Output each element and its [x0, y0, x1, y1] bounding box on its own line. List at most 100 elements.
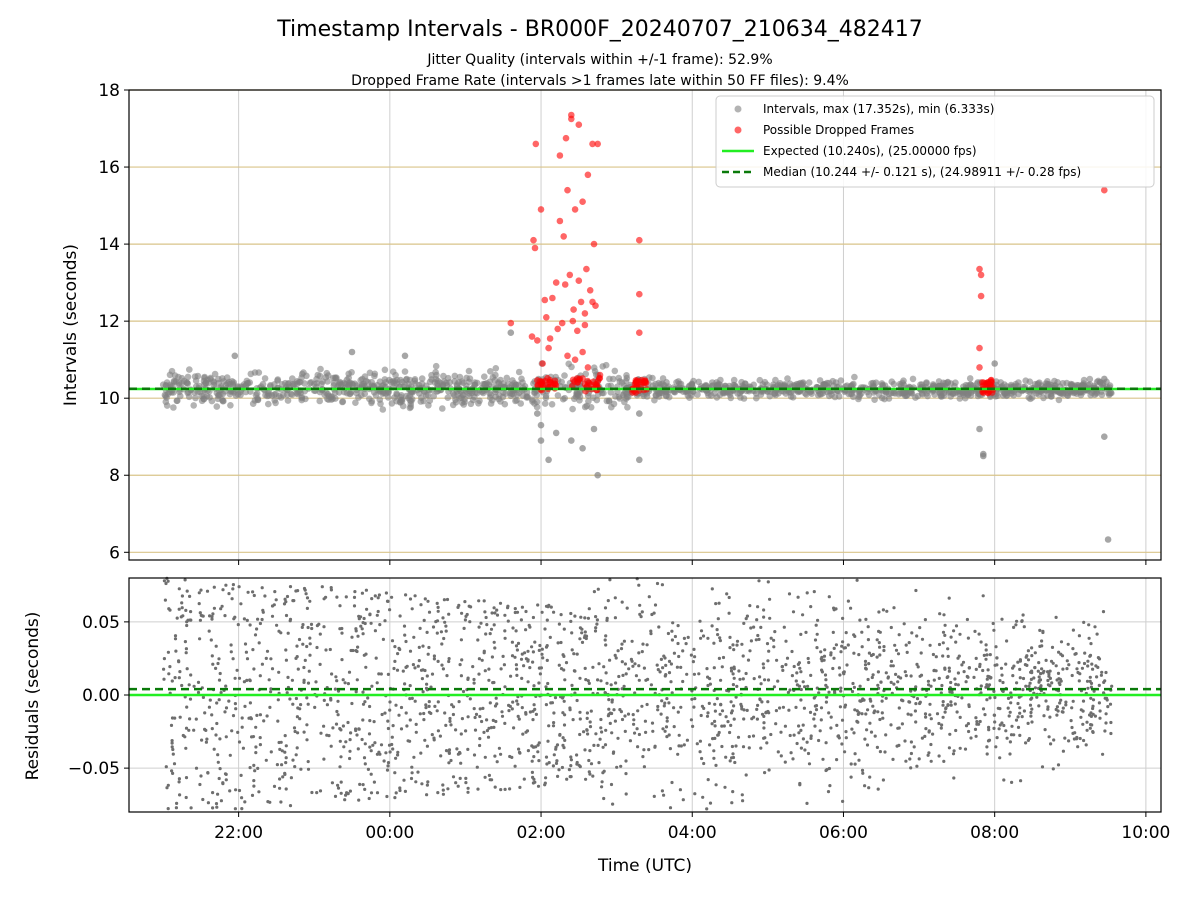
residual-point [886, 676, 890, 680]
residual-point [923, 618, 928, 622]
residual-point [368, 745, 372, 749]
residual-point [741, 677, 745, 681]
dropped-frame-point [569, 317, 577, 325]
interval-point [825, 392, 833, 400]
interval-point [183, 379, 190, 386]
residual-point [659, 712, 663, 716]
residual-point [569, 764, 573, 768]
residual-point [366, 696, 370, 700]
residual-point [174, 649, 178, 653]
residual-point [210, 617, 214, 621]
residual-point [508, 787, 512, 791]
residual-point [393, 796, 397, 800]
residual-point [667, 671, 672, 675]
residual-point [518, 785, 522, 790]
residual-point [347, 670, 352, 674]
residual-point [807, 762, 812, 766]
residual-point [464, 781, 468, 785]
residual-point [209, 638, 213, 642]
residual-point [878, 630, 882, 634]
residual-point [264, 656, 268, 661]
residual-point [1022, 625, 1026, 629]
residual-point [928, 702, 932, 706]
dropped-frame-point [534, 377, 541, 384]
residual-point [805, 801, 809, 806]
residual-point [544, 703, 549, 707]
residual-point [188, 618, 192, 622]
residual-point [493, 704, 498, 708]
residual-point [1048, 669, 1052, 673]
residual-point [313, 705, 317, 710]
residual-point [519, 618, 524, 622]
residual-point [177, 777, 181, 781]
residual-point [663, 729, 667, 733]
residual-point [787, 592, 792, 596]
residual-point [838, 673, 842, 677]
residual-point [252, 593, 256, 598]
residual-point [904, 643, 908, 647]
residual-point [827, 711, 831, 715]
residual-point [578, 710, 582, 714]
residual-point [228, 753, 232, 757]
residual-point [947, 669, 952, 673]
residual-point [471, 665, 475, 669]
residual-point [270, 604, 275, 608]
residual-point [583, 666, 587, 671]
residual-point [735, 643, 739, 647]
residual-point [744, 617, 748, 621]
residual-point [913, 709, 918, 713]
residual-point [701, 795, 705, 799]
interval-point [899, 379, 906, 387]
residual-point [237, 585, 241, 589]
interval-point [523, 389, 531, 396]
residual-point [185, 623, 189, 628]
residual-point [897, 706, 901, 710]
residual-point [248, 623, 252, 627]
residual-point [442, 598, 446, 602]
residual-point [457, 603, 461, 608]
residual-point [824, 678, 828, 682]
interval-point [1048, 390, 1055, 398]
residual-point [708, 801, 713, 805]
residual-point [544, 776, 548, 780]
residual-point [237, 740, 242, 744]
residual-point [841, 640, 845, 644]
residual-point [754, 638, 758, 642]
residual-point [239, 602, 243, 606]
residual-point [857, 653, 861, 657]
residual-point [784, 639, 788, 643]
interval-point [504, 380, 512, 388]
residual-point [433, 704, 437, 709]
residual-point [644, 730, 648, 735]
residual-point [302, 730, 306, 734]
residual-point [409, 776, 414, 781]
residual-point [889, 625, 893, 630]
residual-point [935, 712, 940, 716]
residual-point [468, 697, 472, 701]
residual-point [809, 605, 813, 609]
residual-point [855, 578, 859, 582]
residual-point [420, 677, 424, 681]
residual-point [841, 616, 845, 621]
residual-point [515, 699, 519, 703]
residual-point [620, 660, 624, 664]
residual-point [485, 718, 489, 722]
residual-point [445, 597, 450, 602]
residual-point [759, 625, 763, 630]
residual-point [227, 592, 231, 596]
residual-point [334, 722, 339, 726]
residual-point [460, 658, 464, 662]
residual-point [1066, 642, 1070, 646]
residual-point [1097, 701, 1101, 705]
residual-point [280, 763, 284, 767]
residual-point [460, 717, 464, 721]
residual-point [824, 768, 828, 773]
residual-point [1001, 680, 1005, 685]
interval-point [558, 378, 565, 386]
residual-point [270, 614, 275, 618]
residual-point [396, 753, 400, 757]
residual-point [607, 707, 611, 711]
residual-point [997, 727, 1001, 731]
residual-point [385, 768, 390, 772]
residual-point [352, 595, 357, 600]
